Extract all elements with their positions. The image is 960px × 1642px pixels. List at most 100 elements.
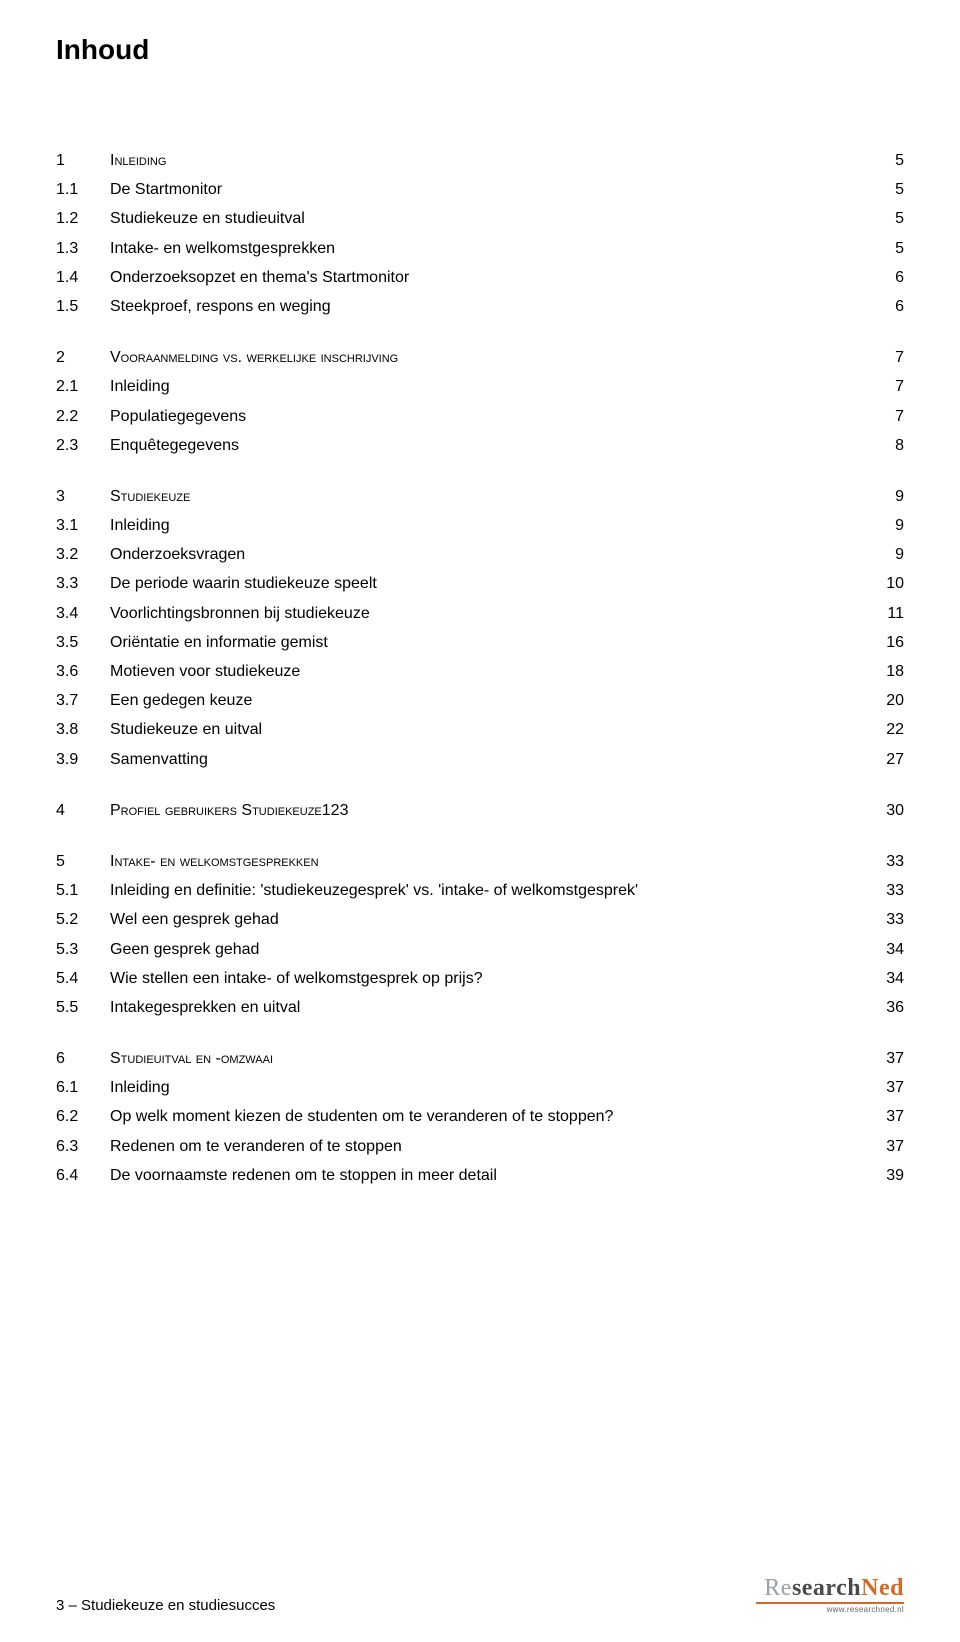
toc-row-left: 1Inleiding: [56, 147, 883, 174]
toc-page-number: 33: [874, 877, 904, 904]
toc-row: 6.1Inleiding37: [56, 1073, 904, 1102]
toc-number: 3: [56, 483, 110, 510]
toc-number: 1.5: [56, 293, 110, 320]
toc-row: 2.3Enquêtegegevens8: [56, 431, 904, 460]
toc-row: 3Studiekeuze9: [56, 482, 904, 511]
toc-row-left: 3.8Studiekeuze en uitval: [56, 716, 874, 743]
toc-number: 3.7: [56, 687, 110, 714]
toc-page-number: 16: [874, 629, 904, 656]
toc-label: Samenvatting: [110, 746, 874, 773]
toc-row-left: 5.1Inleiding en definitie: 'studiekeuzeg…: [56, 877, 874, 904]
toc-row-left: 1.4Onderzoeksopzet en thema's Startmonit…: [56, 264, 883, 291]
toc-label: Populatiegegevens: [110, 403, 883, 430]
toc-label: Vooraanmelding vs. werkelijke inschrijvi…: [110, 344, 883, 371]
toc-row-left: 6.1Inleiding: [56, 1074, 874, 1101]
toc-row-left: 1.2Studiekeuze en studieuitval: [56, 205, 883, 232]
toc-row: 3.2Onderzoeksvragen9: [56, 540, 904, 569]
toc-page-number: 10: [874, 570, 904, 597]
toc-row: 1.2Studiekeuze en studieuitval5: [56, 204, 904, 233]
toc-number: 3.4: [56, 600, 110, 627]
toc-row-left: 3.4Voorlichtingsbronnen bij studiekeuze: [56, 600, 875, 627]
toc-label: Intakegesprekken en uitval: [110, 994, 874, 1021]
toc-number: 4: [56, 797, 110, 824]
toc-row-left: 3Studiekeuze: [56, 483, 883, 510]
toc-number: 3.6: [56, 658, 110, 685]
toc-row: 3.6Motieven voor studiekeuze18: [56, 657, 904, 686]
toc-number: 3.9: [56, 746, 110, 773]
toc-page-number: 37: [874, 1074, 904, 1101]
toc-number: 2.3: [56, 432, 110, 459]
toc-number: 2: [56, 344, 110, 371]
toc-page-number: 7: [883, 344, 904, 371]
toc-row: 1.1De Startmonitor5: [56, 175, 904, 204]
toc-row: 3.8Studiekeuze en uitval22: [56, 715, 904, 744]
toc-row: 1.4Onderzoeksopzet en thema's Startmonit…: [56, 263, 904, 292]
toc-group-gap: [56, 825, 904, 847]
toc-row: 6.4De voornaamste redenen om te stoppen …: [56, 1161, 904, 1190]
toc-label: Studiekeuze: [110, 483, 883, 510]
toc-number: 5.3: [56, 936, 110, 963]
toc-row: 6Studieuitval en -omzwaai37: [56, 1044, 904, 1073]
toc-label: Wie stellen een intake- of welkomstgespr…: [110, 965, 874, 992]
toc-page-number: 9: [883, 541, 904, 568]
toc-row-left: 3.9Samenvatting: [56, 746, 874, 773]
toc-number: 2.2: [56, 403, 110, 430]
toc-label: Onderzoeksvragen: [110, 541, 883, 568]
toc-row-left: 6Studieuitval en -omzwaai: [56, 1045, 874, 1072]
toc-number: 3.5: [56, 629, 110, 656]
toc-row-left: 2.2Populatiegegevens: [56, 403, 883, 430]
toc-page-number: 7: [883, 373, 904, 400]
toc-row-left: 2Vooraanmelding vs. werkelijke inschrijv…: [56, 344, 883, 371]
toc-row-left: 3.3De periode waarin studiekeuze speelt: [56, 570, 874, 597]
table-of-contents: 1Inleiding51.1De Startmonitor51.2Studiek…: [56, 146, 904, 1190]
toc-label: Voorlichtingsbronnen bij studiekeuze: [110, 600, 875, 627]
toc-page-number: 5: [883, 176, 904, 203]
toc-label: Steekproef, respons en weging: [110, 293, 883, 320]
toc-number: 1.1: [56, 176, 110, 203]
toc-label: Studiekeuze en uitval: [110, 716, 874, 743]
toc-row: 3.9Samenvatting27: [56, 745, 904, 774]
toc-row: 3.4Voorlichtingsbronnen bij studiekeuze1…: [56, 599, 904, 628]
toc-row-left: 6.4De voornaamste redenen om te stoppen …: [56, 1162, 874, 1189]
toc-label: Een gedegen keuze: [110, 687, 874, 714]
toc-number: 5.2: [56, 906, 110, 933]
toc-label: Studiekeuze en studieuitval: [110, 205, 883, 232]
toc-row-left: 5.2Wel een gesprek gehad: [56, 906, 874, 933]
toc-row-left: 2.1Inleiding: [56, 373, 883, 400]
toc-label: Inleiding: [110, 1074, 874, 1101]
document-page: Inhoud 1Inleiding51.1De Startmonitor51.2…: [0, 0, 960, 1642]
toc-row: 6.3Redenen om te veranderen of te stoppe…: [56, 1132, 904, 1161]
toc-row: 3.5Oriëntatie en informatie gemist16: [56, 628, 904, 657]
toc-row-left: 1.3Intake- en welkomstgesprekken: [56, 235, 883, 262]
toc-row: 5.2Wel een gesprek gehad33: [56, 905, 904, 934]
toc-group-gap: [56, 1022, 904, 1044]
toc-row-left: 4Profiel gebruikers Studiekeuze123: [56, 797, 874, 824]
toc-row-left: 5.5Intakegesprekken en uitval: [56, 994, 874, 1021]
toc-page-number: 37: [874, 1103, 904, 1130]
logo-part-re: Re: [764, 1575, 792, 1601]
logo-wordmark: ResearchNed: [764, 1576, 904, 1600]
toc-number: 5.1: [56, 877, 110, 904]
toc-number: 1: [56, 147, 110, 174]
toc-label: Intake- en welkomstgesprekken: [110, 848, 874, 875]
toc-label: Geen gesprek gehad: [110, 936, 874, 963]
toc-number: 6.3: [56, 1133, 110, 1160]
researchned-logo: ResearchNed www.researchned.nl: [756, 1576, 904, 1614]
logo-part-ch: ch: [836, 1575, 861, 1601]
toc-label: Inleiding: [110, 373, 883, 400]
logo-url: www.researchned.nl: [756, 1602, 904, 1614]
toc-page-number: 30: [874, 797, 904, 824]
toc-row: 2Vooraanmelding vs. werkelijke inschrijv…: [56, 343, 904, 372]
toc-group-gap: [56, 321, 904, 343]
toc-number: 2.1: [56, 373, 110, 400]
toc-page-number: 33: [874, 848, 904, 875]
toc-row: 5.5Intakegesprekken en uitval36: [56, 993, 904, 1022]
toc-group-gap: [56, 460, 904, 482]
toc-row-left: 5.3Geen gesprek gehad: [56, 936, 874, 963]
logo-part-ned: Ned: [861, 1575, 904, 1601]
toc-page-number: 5: [883, 235, 904, 262]
toc-page-number: 34: [874, 936, 904, 963]
toc-page-number: 5: [883, 147, 904, 174]
toc-row: 3.3De periode waarin studiekeuze speelt1…: [56, 569, 904, 598]
toc-number: 1.4: [56, 264, 110, 291]
